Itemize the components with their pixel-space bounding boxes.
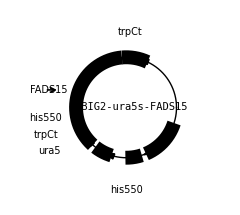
Polygon shape bbox=[139, 58, 149, 65]
Text: his550: his550 bbox=[110, 185, 143, 195]
Polygon shape bbox=[144, 148, 154, 155]
Polygon shape bbox=[104, 153, 115, 159]
Text: his550: his550 bbox=[30, 112, 62, 123]
Text: ura5: ura5 bbox=[38, 146, 61, 157]
Text: FADS15: FADS15 bbox=[30, 85, 67, 95]
Text: trpCt: trpCt bbox=[118, 27, 142, 37]
Polygon shape bbox=[86, 137, 94, 147]
Text: trpCt: trpCt bbox=[33, 130, 58, 140]
Text: pBIG2-ura5s-FADS15: pBIG2-ura5s-FADS15 bbox=[75, 103, 187, 112]
